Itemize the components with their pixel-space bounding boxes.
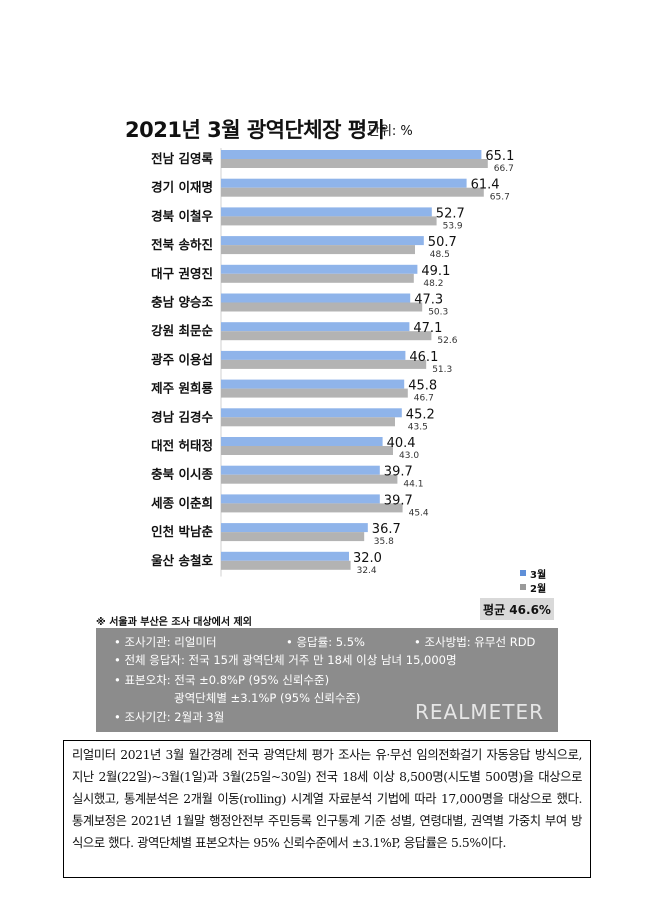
data-label-february: 43.5: [408, 422, 428, 432]
bar-february: [221, 503, 403, 513]
exclusion-note: ※ 서울과 부산은 조사 대상에서 제외: [96, 617, 252, 628]
data-label-march: 47.3: [414, 293, 443, 308]
survey-info-panel: • 조사기관: 리얼미터 • 응답률: 5.5% • 조사방법: 유무선 RDD…: [96, 628, 558, 732]
data-label-march: 32.0: [353, 551, 382, 566]
survey-description: 리얼미터 2021년 3월 월간경례 전국 광역단체 평가 조사는 유·무선 임…: [63, 740, 591, 878]
info-respondents: • 전체 응답자: 전국 15개 광역단체 거주 만 18세 이상 남녀 15,…: [114, 653, 457, 667]
bar-february: [221, 187, 484, 197]
data-label-february: 48.5: [430, 250, 450, 260]
bar-february: [221, 245, 415, 255]
info-institution: • 조사기관: 리얼미터: [114, 635, 217, 649]
bar-march: [221, 494, 380, 504]
bar-march: [221, 236, 424, 246]
data-label-february: 45.4: [409, 508, 429, 518]
category-label: 인천 박남춘: [151, 524, 213, 539]
data-label-march: 39.7: [384, 465, 413, 480]
bar-february: [221, 474, 398, 484]
bar-march: [221, 207, 432, 217]
data-label-february: 35.8: [374, 537, 394, 547]
bar-march: [221, 150, 482, 159]
data-label-march: 50.7: [428, 235, 457, 250]
category-label: 세종 이춘희: [151, 495, 213, 510]
legend-swatch-march: [520, 570, 526, 576]
average-badge: 평균 46.6%: [480, 598, 554, 620]
data-label-february: 32.4: [357, 566, 377, 576]
bar-march: [221, 350, 406, 360]
category-label: 충북 이시종: [151, 467, 213, 482]
data-label-march: 45.2: [406, 407, 435, 422]
data-label-march: 65.1: [485, 149, 514, 164]
data-label-february: 66.7: [494, 164, 514, 174]
data-label-march: 36.7: [372, 522, 401, 537]
data-label-march: 49.1: [421, 264, 450, 279]
bar-march: [221, 322, 410, 332]
realmeter-logo: REALMETER: [415, 700, 544, 724]
bar-march: [221, 551, 349, 561]
bar-february: [221, 302, 423, 312]
data-label-march: 47.1: [413, 321, 442, 336]
bar-february: [221, 446, 393, 455]
data-label-march: 46.1: [409, 350, 438, 365]
data-label-february: 48.2: [423, 279, 443, 289]
bar-march: [221, 408, 402, 418]
bar-february: [221, 359, 427, 369]
bar-march: [221, 293, 411, 303]
bar-february: [221, 331, 432, 341]
bar-february: [221, 388, 408, 398]
category-label: 제주 원희룡: [151, 381, 213, 396]
category-label: 울산 송철호: [151, 553, 213, 568]
category-label: 대구 권영진: [151, 266, 213, 281]
data-label-march: 39.7: [384, 493, 413, 508]
category-label: 전남 김영록: [151, 151, 213, 166]
info-method: • 조사방법: 유무선 RDD: [414, 635, 536, 649]
legend-label-february: 2월: [530, 583, 547, 595]
bar-march: [221, 264, 418, 274]
bar-march: [221, 465, 380, 475]
legend-label-march: 3월: [530, 569, 547, 581]
data-label-february: 44.1: [403, 480, 423, 490]
data-label-march: 52.7: [436, 206, 465, 221]
category-label: 광주 이용섭: [151, 352, 213, 367]
bar-february: [221, 159, 488, 168]
category-label: 경북 이철우: [151, 208, 213, 223]
bar-february: [221, 560, 351, 570]
info-error-national: • 표본오차: 전국 ±0.8%P (95% 신뢰수준): [114, 673, 330, 687]
info-period: • 조사기간: 2월과 3월: [114, 710, 225, 724]
bar-february: [221, 417, 395, 427]
legend-swatch-february: [520, 584, 526, 590]
category-label: 경남 김경수: [151, 409, 213, 424]
data-label-march: 45.8: [408, 379, 437, 394]
category-label: 충남 양승조: [151, 295, 213, 310]
data-label-february: 53.9: [443, 221, 463, 231]
category-label: 경기 이재명: [151, 180, 213, 195]
bar-february: [221, 216, 437, 226]
data-label-march: 40.4: [387, 436, 416, 451]
data-label-march: 61.4: [471, 178, 500, 193]
data-label-february: 51.3: [432, 365, 452, 375]
bar-february: [221, 273, 414, 283]
legend: 3월 2월: [520, 566, 547, 595]
data-label-february: 46.7: [414, 394, 434, 404]
bar-march: [221, 379, 405, 389]
category-label: 대전 허태정: [151, 438, 213, 453]
data-label-february: 52.6: [437, 336, 457, 346]
bar-march: [221, 523, 368, 533]
info-response-rate: • 응답률: 5.5%: [286, 635, 365, 649]
category-label: 전북 송하진: [151, 237, 213, 252]
bar-march: [221, 178, 467, 188]
legend-item-march: 3월: [520, 566, 547, 581]
bar-february: [221, 532, 365, 542]
info-error-region: 광역단체별 ±3.1%P (95% 신뢰수준): [174, 691, 361, 705]
unit-label: 단위: %: [368, 124, 413, 139]
legend-item-february: 2월: [520, 580, 547, 595]
data-label-february: 50.3: [428, 308, 448, 318]
data-label-february: 43.0: [399, 451, 419, 461]
chart-title: 2021년 3월 광역단체장 평가: [125, 118, 386, 142]
category-label: 강원 최문순: [151, 323, 213, 338]
bar-march: [221, 437, 383, 446]
bar-chart: 전남 김영록 65.166.7 경기 이재명 61.465.7 경북 이철우 52.753…: [151, 148, 514, 577]
data-label-february: 65.7: [490, 193, 510, 203]
